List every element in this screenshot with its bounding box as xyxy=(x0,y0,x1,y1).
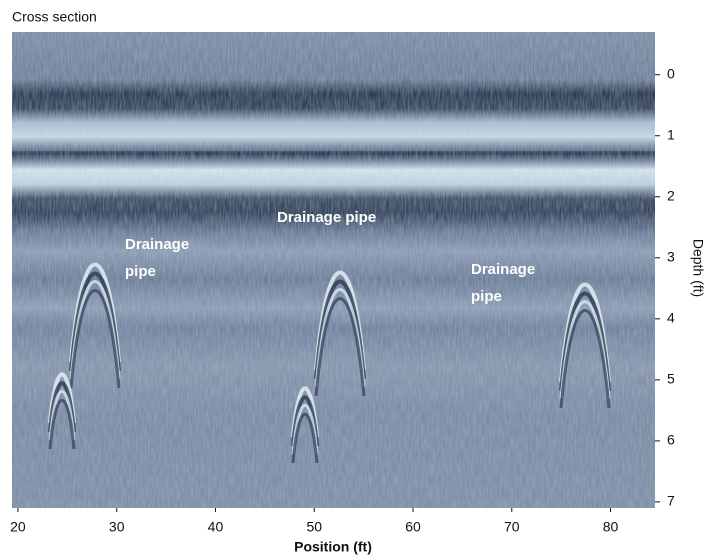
annotation: Drainage xyxy=(125,236,189,253)
x-axis-label: Position (ft) xyxy=(294,539,372,555)
y-tick-label: 0 xyxy=(667,65,675,81)
y-tick-label: 4 xyxy=(667,310,675,326)
hyperbola xyxy=(314,297,366,397)
x-tick-label: 80 xyxy=(603,519,619,535)
y-tick-label: 6 xyxy=(667,432,675,448)
x-tick-label: 50 xyxy=(306,519,322,535)
x-tick-label: 30 xyxy=(109,519,125,535)
annotation: pipe xyxy=(125,263,156,280)
y-tick-label: 2 xyxy=(667,187,675,203)
annotation: Drainage pipe xyxy=(277,209,376,226)
hyperbola xyxy=(291,412,319,464)
annotation: Drainage xyxy=(471,261,535,278)
x-tick-label: 60 xyxy=(405,519,421,535)
y-tick-label: 3 xyxy=(667,248,675,264)
x-tick-label: 20 xyxy=(10,519,26,535)
noise xyxy=(12,32,655,508)
chart-title: Cross section xyxy=(12,9,97,25)
x-tick-label: 40 xyxy=(208,519,224,535)
y-axis-label: Depth (ft) xyxy=(690,239,706,297)
y-tick-label: 7 xyxy=(667,493,675,509)
hyperbola xyxy=(559,309,611,409)
annotation: pipe xyxy=(471,288,502,305)
x-tick-label: 70 xyxy=(504,519,520,535)
y-tick-label: 1 xyxy=(667,126,675,142)
hyperbola xyxy=(48,398,76,450)
hyperbola xyxy=(69,289,121,389)
pipe-reflections xyxy=(48,262,611,464)
y-tick-label: 5 xyxy=(667,371,675,387)
